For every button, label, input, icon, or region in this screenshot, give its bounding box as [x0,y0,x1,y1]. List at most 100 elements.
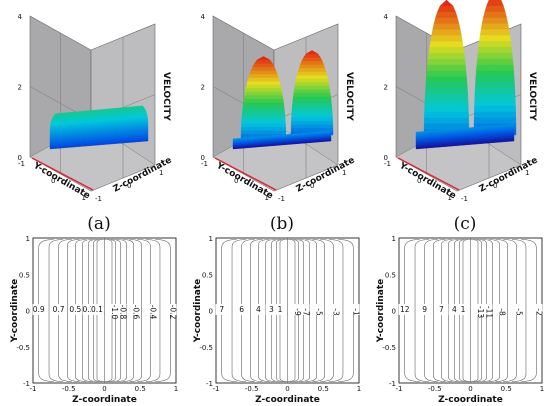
x-tick-label: 0 [310,182,314,190]
contour-line [328,239,344,382]
surface-lobe-band [427,58,466,65]
surface-lobe-band [481,17,509,24]
contour-x-tick: -1 [213,385,220,393]
contour-label-bg [273,304,286,315]
panel-caption: (c) [454,214,477,234]
surface-lobe-band [293,92,331,97]
contour-y-tick: 0.5 [19,271,30,279]
surface-lobe-band [305,50,319,55]
contour-label-bg [69,304,82,315]
contour-label-bg [289,304,302,315]
contour-label: -7 [302,308,311,316]
y-tick-label: 1 [82,194,86,202]
surface-lobe-band [241,112,286,117]
contour-label-bg [215,304,228,315]
z-axis-label: VELOCITY [527,72,537,121]
contour-label: -9 [293,308,302,316]
contour-label: -0.6 [132,305,141,320]
y-tick-label: 0 [51,177,55,185]
z-tick-label: 4 [201,13,206,21]
contour-line [448,239,459,382]
y-tick-label: -1 [384,160,391,168]
floor-edge [397,157,460,191]
contour-label: -0.4 [148,305,157,320]
contour-label: 0.3 [82,305,94,314]
surface-lobe-band [293,88,331,93]
surface-lobe-band [242,105,285,110]
floor-edge [214,157,277,191]
surface-lobe-band [473,111,517,118]
contour-label-bg [52,304,65,315]
surface-lobe-band [486,0,504,6]
surface-lobe-band [424,105,469,112]
surface-lobe-band [290,124,334,129]
contour-label: -0.8 [119,305,128,320]
x-tick-label: 0 [493,182,497,190]
contour-label: -3 [331,308,340,316]
surface-lobe-band [477,52,513,59]
contour-x-tick: -1 [396,385,403,393]
contour-x-label: Z-coordinate [438,395,503,405]
contour-y-tick: -0.5 [16,344,30,352]
x-tick-label: 1 [525,169,529,177]
surface-lobe-band [475,76,515,83]
contour-label-bg [480,304,493,315]
surface-lobe-band [431,29,462,36]
surface-lobe-band [296,71,328,76]
contour-y-tick: 0 [392,308,396,316]
contour-label-bg [144,304,157,315]
contour-y-tick: -0.5 [382,344,396,352]
contour-line [82,239,93,382]
surface-lobe-band [433,17,460,24]
contour-label: 0.9 [33,305,45,314]
surface-lobe-band [295,78,329,83]
surface-lobe-band [475,70,515,77]
surface-lobe-band [474,105,516,112]
contour-label-bg [114,304,127,315]
surface-lobe-band [300,60,324,65]
surface-lobe-band [476,58,514,65]
x-tick-label: -1 [95,195,102,203]
contour-label-bg [435,304,448,315]
surface-lobe-band [296,74,328,79]
surface-lobe-band [291,103,333,107]
contour-x-label: Z-coordinate [72,395,137,405]
contour-x-tick: 0 [468,385,472,393]
surface-lobe-band [248,73,279,78]
contour-label-bg [530,304,543,315]
contour-line [312,239,325,382]
surface-lobe-band [474,99,516,106]
z-tick-label: 2 [18,84,22,92]
contour-label-bg [472,304,485,315]
contour-line [414,239,430,382]
contour-label: 7 [219,305,224,314]
surface-lobe-band [435,11,458,18]
surface-lobe-band [303,53,321,58]
contour-x-tick: 0 [285,385,289,393]
contour-label-bg [32,304,45,315]
contour-label-bg [106,304,119,315]
panel-caption: (a) [87,214,110,234]
contour-y-tick: 1 [209,235,213,243]
contour-line [231,239,247,382]
surface-lobe-band [242,109,285,113]
contour-label: 9 [422,305,427,314]
contour-y-tick: 0 [26,308,30,316]
surface-lobe-band [474,81,516,89]
contour-label-bg [297,304,310,315]
contour-label: -11 [485,306,494,318]
surface-lobe-band [246,80,281,85]
surface-lobe-band [425,87,468,95]
contour-line [129,239,142,382]
contour-x-tick: -0.5 [428,385,442,393]
contour-label-bg [327,304,340,315]
contour-label: -5 [315,308,324,316]
contour-x-tick: 1 [357,385,361,393]
contour-line [495,239,508,382]
surface-lobe-band [242,102,285,106]
surface-lobe-band [430,35,463,42]
contour-line [482,239,493,382]
surface-lobe-band [290,120,334,125]
